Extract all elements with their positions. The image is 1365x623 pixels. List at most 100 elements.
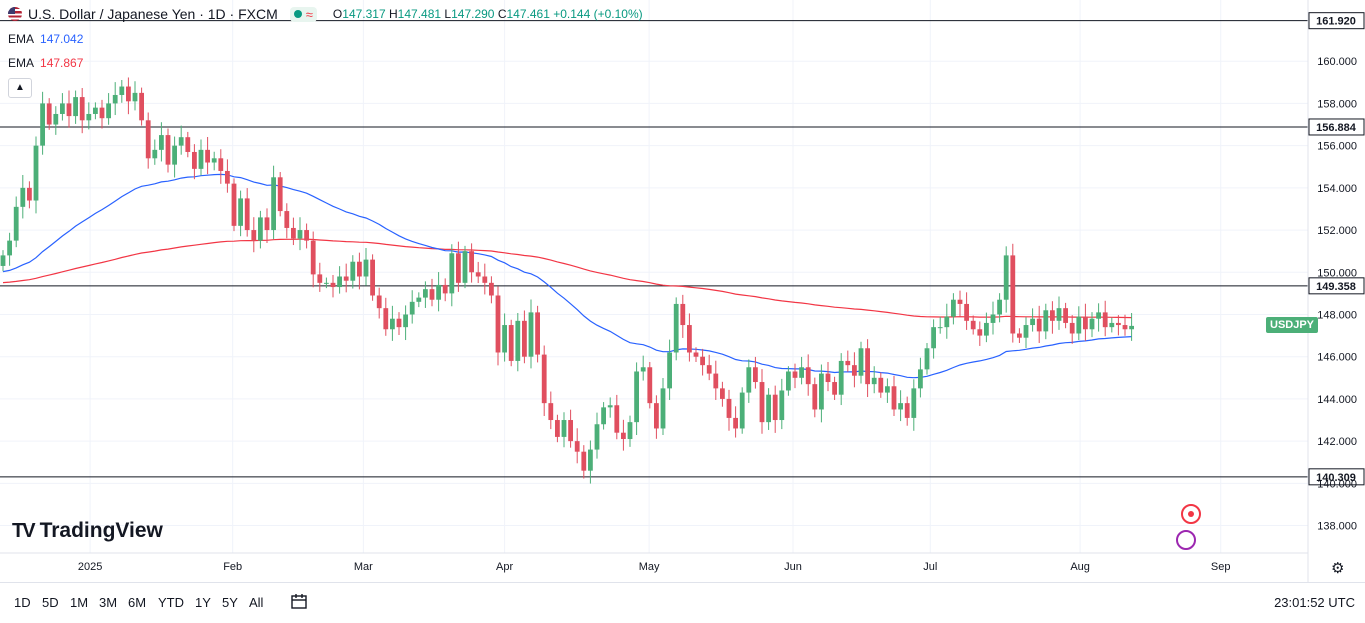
candle-body (330, 282, 336, 288)
candle-body (1003, 255, 1009, 300)
candle-body (535, 312, 540, 355)
candle-body (858, 348, 864, 376)
candle-body (759, 382, 765, 423)
candle-body (231, 183, 237, 226)
candle-body (1063, 308, 1068, 323)
candle-body (687, 325, 692, 353)
candle-body (159, 135, 164, 150)
candle-body (924, 348, 930, 370)
candle-body (713, 373, 719, 389)
candle-body (1043, 310, 1049, 332)
candle-body (60, 103, 65, 114)
y-tick-label: 142.000 (1317, 436, 1357, 448)
level-label: 161.920 (1316, 16, 1356, 28)
candle-body (152, 149, 158, 159)
candle-body (1056, 308, 1062, 321)
market-status[interactable]: ≈ (289, 6, 317, 22)
candle-body (1010, 255, 1016, 334)
candle-body (475, 272, 481, 277)
candle-body (1102, 312, 1108, 328)
candle-body (185, 137, 191, 152)
event-markers[interactable] (1176, 504, 1201, 550)
candle-body (264, 217, 270, 231)
candle-body (357, 261, 362, 277)
timeframe-1m-button[interactable]: 1M (70, 595, 89, 610)
candle-body (1129, 325, 1134, 330)
y-tick-label: 152.000 (1317, 225, 1357, 237)
candle-body (772, 394, 778, 421)
timeframe-5d-button[interactable]: 5D (42, 595, 59, 610)
candle-body (726, 398, 732, 418)
high-value: 147.481 (397, 7, 442, 21)
low-label: L (444, 7, 452, 21)
y-tick-label: 144.000 (1317, 394, 1357, 406)
y-tick-label: 146.000 (1317, 352, 1357, 364)
chevron-up-icon[interactable]: ▲ (8, 78, 32, 98)
x-tick-label: Aug (1070, 561, 1090, 573)
candle-body (251, 230, 257, 241)
candle-body (1017, 333, 1022, 338)
y-tick-label: 140.000 (1317, 478, 1357, 490)
candle-body (918, 369, 923, 389)
candle-body (1023, 325, 1029, 338)
candle-body (244, 198, 250, 231)
ema-slow-line[interactable] (2, 238, 1132, 319)
candle-body (119, 86, 125, 95)
candle-body (1122, 325, 1128, 330)
level-label-box (1308, 12, 1365, 30)
candle-body (79, 97, 85, 121)
symbol-title[interactable]: U.S. Dollar / Japanese Yen · 1D · FXCM (28, 6, 278, 22)
ema-slow-legend[interactable]: EMA 147.867 (8, 56, 83, 70)
candle-body (621, 432, 626, 440)
settings-icon[interactable]: ⚙ (1331, 560, 1345, 577)
timeframe-5y-button[interactable]: 5Y (222, 595, 238, 610)
us-flag-event-icon[interactable] (1176, 530, 1196, 550)
close-label: C (497, 7, 507, 21)
timeframe-1y-button[interactable]: 1Y (195, 595, 211, 610)
logo-text: TradingView (39, 519, 163, 542)
candle-body (601, 407, 606, 425)
candle-body (1096, 312, 1101, 319)
candle-body (508, 325, 514, 361)
utc-clock[interactable]: 23:01:52 UTC (1274, 595, 1355, 610)
candle-body (165, 135, 171, 165)
candle-body (172, 145, 177, 165)
timeframe-ytd-button[interactable]: YTD (158, 595, 184, 610)
calendar-range-icon[interactable] (290, 592, 308, 610)
open-label: O (332, 7, 343, 21)
candle-body (145, 120, 151, 159)
candle-body (132, 92, 138, 102)
candle-body (515, 320, 521, 361)
wave-icon: ≈ (305, 6, 313, 22)
market-open-icon (293, 10, 302, 18)
candle-body (27, 187, 32, 201)
candle-body (667, 352, 672, 389)
candle-body (528, 312, 534, 357)
candle-body (66, 103, 72, 117)
timeframe-6m-button[interactable]: 6M (128, 595, 147, 610)
candle-body (739, 392, 745, 429)
candle-body (786, 371, 791, 391)
candle-body (112, 94, 118, 104)
candle-body (1083, 316, 1088, 330)
candle-body (1069, 322, 1075, 334)
candle-body (931, 327, 936, 349)
candle-body (1050, 310, 1055, 321)
chart-canvas[interactable]: 161.920 156.884 149.358 140.309 138.000 140.… (0, 0, 1365, 582)
level-label-box (1308, 468, 1365, 486)
candle-body (423, 289, 428, 298)
candle-body (581, 451, 587, 471)
ohlc-values: O147.317 H147.481 L147.290 C147.461 +0.1… (333, 7, 643, 21)
candle-body (7, 240, 12, 256)
ema-fast-legend[interactable]: EMA 147.042 (8, 32, 83, 46)
timeframe-3m-button[interactable]: 3M (99, 595, 118, 610)
candle-body (990, 314, 996, 323)
tradingview-logo[interactable]: TV TradingView (12, 519, 163, 543)
candle-body (442, 284, 448, 294)
candle-body (462, 251, 468, 283)
timeframe-all-button[interactable]: All (249, 595, 264, 610)
timeframe-1d-button[interactable]: 1D (14, 595, 31, 610)
candle-body (654, 403, 659, 429)
candle-body (878, 377, 884, 393)
ema-fast-line[interactable] (2, 173, 1132, 379)
